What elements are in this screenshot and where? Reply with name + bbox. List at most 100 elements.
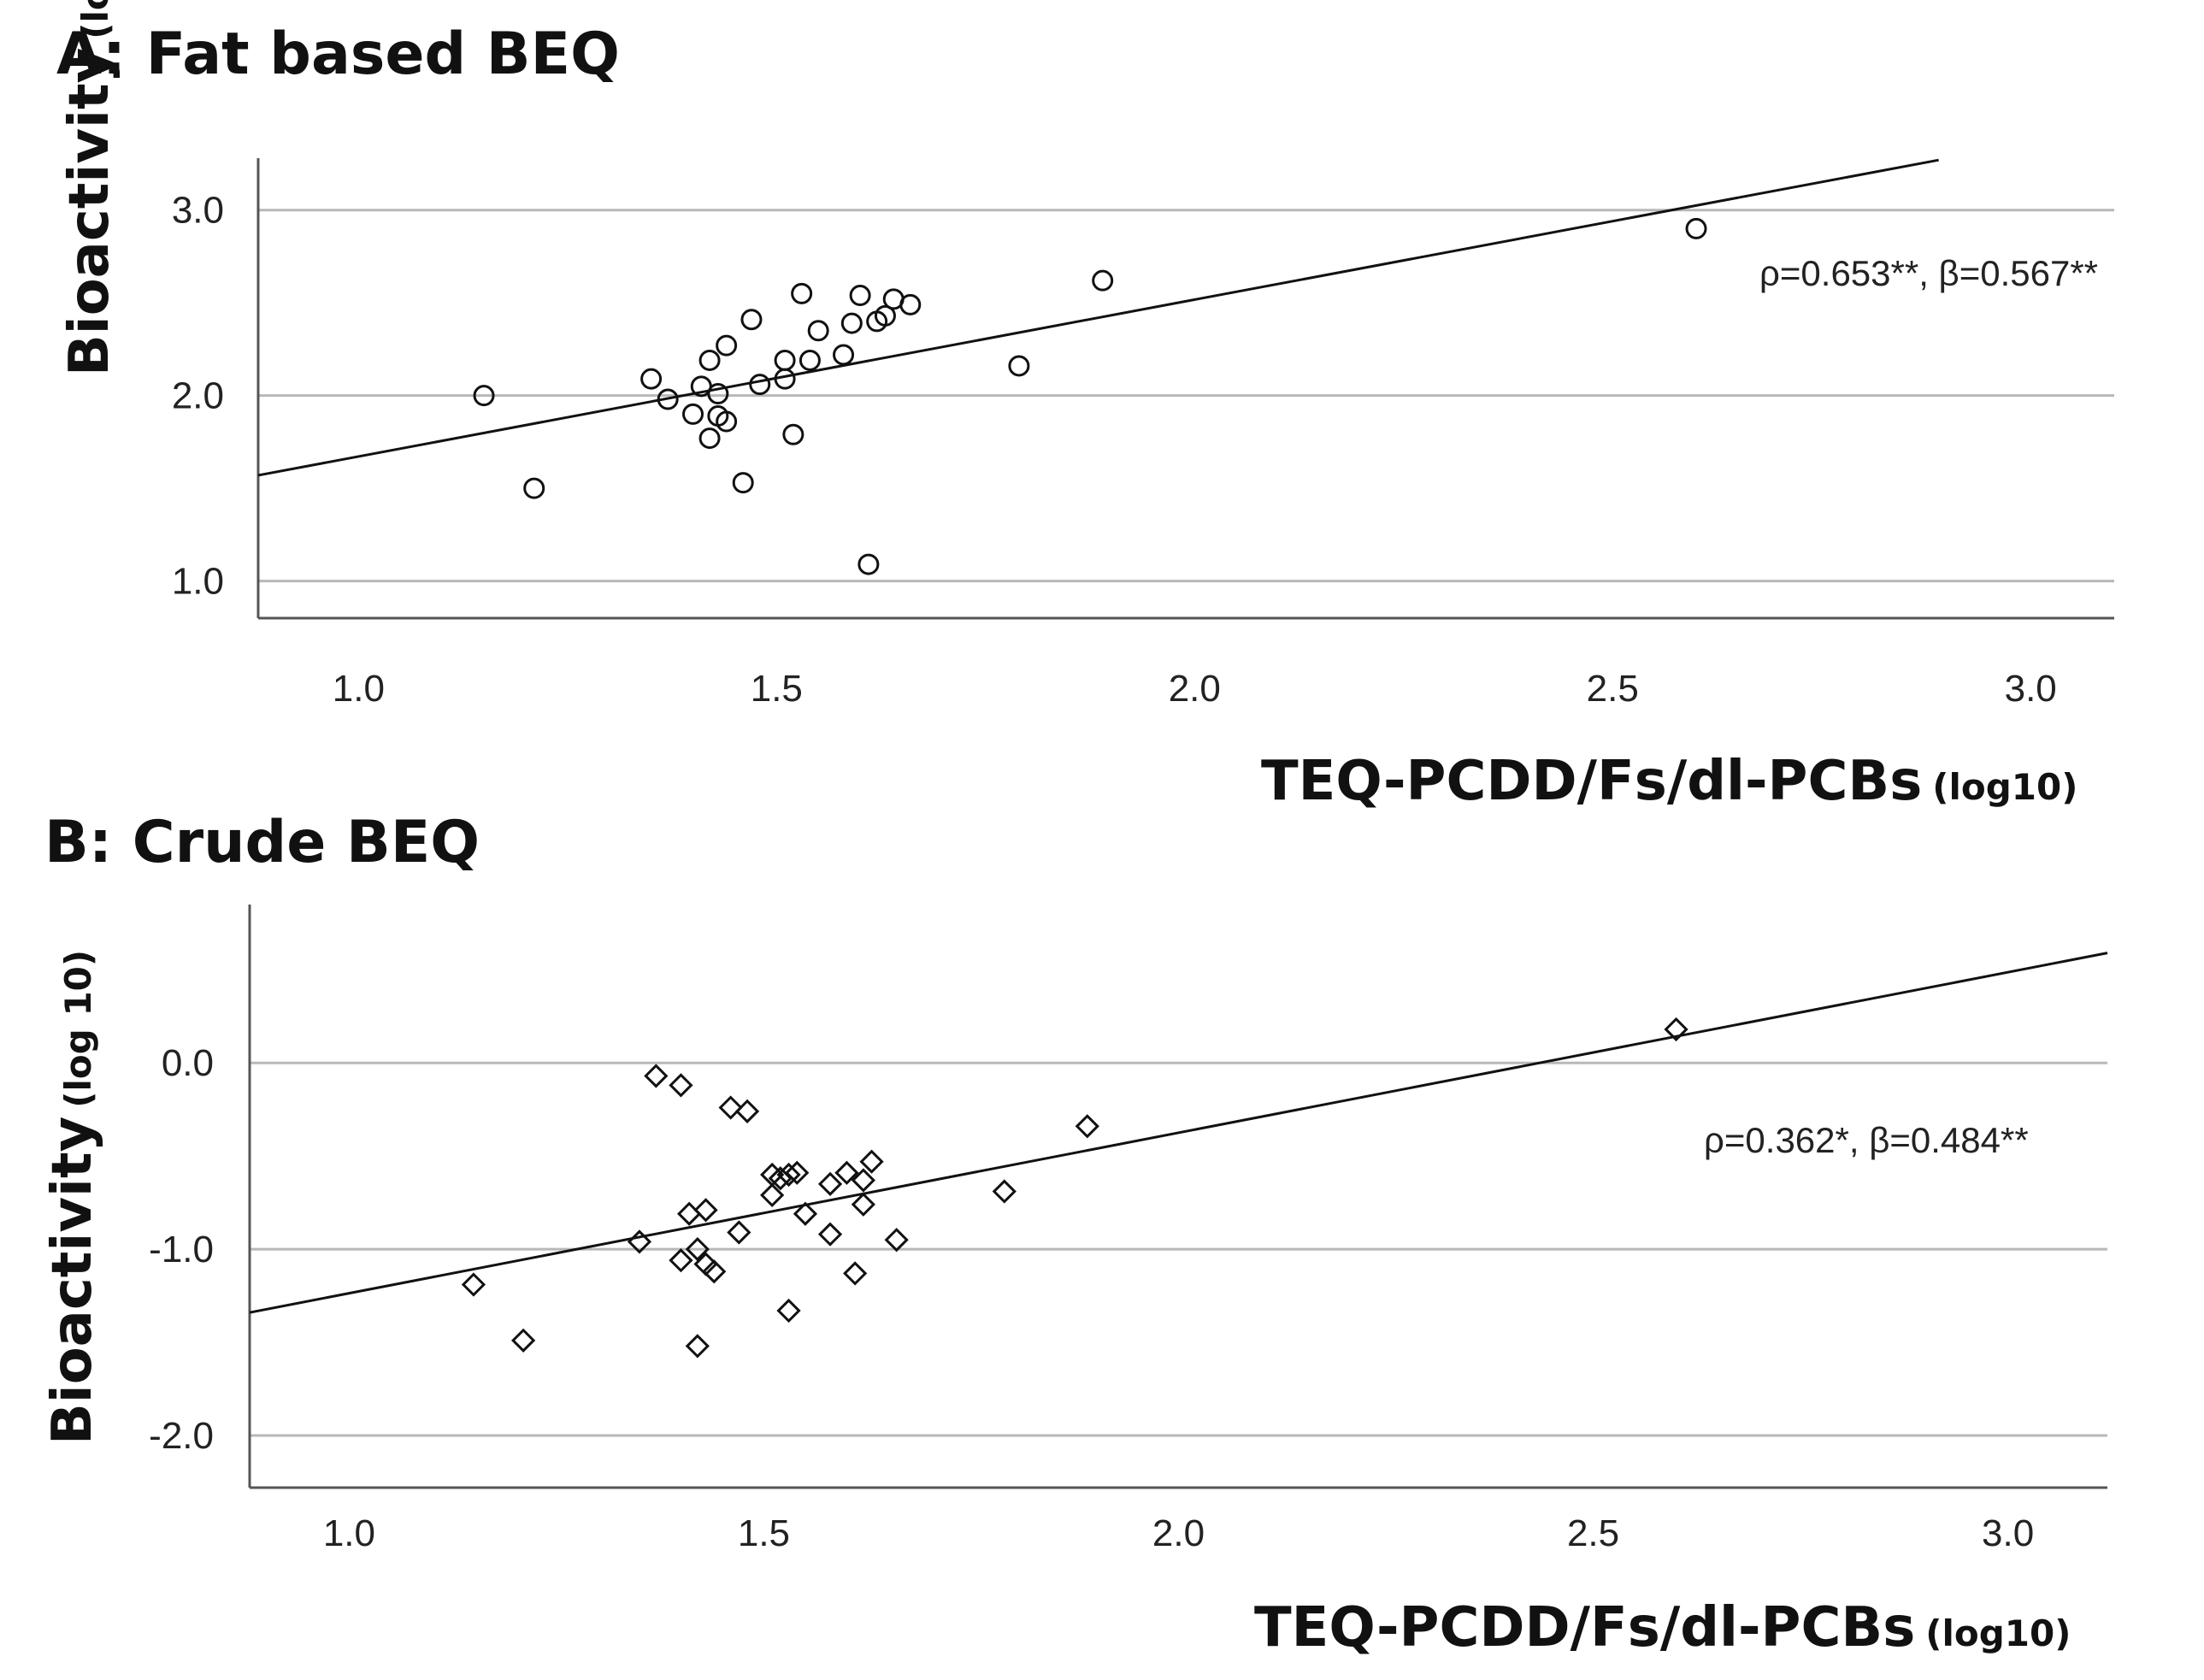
- panel-b-x-axis-label-main: TEQ-PCDD/Fs/dl-PCBs: [1254, 1596, 1915, 1659]
- panel-b-data-point: [859, 1149, 884, 1174]
- panel-a-data-point: [682, 403, 704, 425]
- panel-a-x-tick-label: 1.0: [333, 668, 385, 710]
- panel-a-x-tick-label: 2.0: [1169, 668, 1221, 710]
- panel-a-x-axis-label-main: TEQ-PCDD/Fs/dl-PCBs: [1261, 750, 1922, 813]
- panel-b-data-point: [992, 1179, 1017, 1204]
- panel-a-data-point: [857, 553, 880, 575]
- panel-b-x-tick-label: 1.5: [738, 1512, 790, 1554]
- panel-b-data-point: [776, 1298, 801, 1323]
- panel-a-x-tick-label: 2.5: [1587, 668, 1639, 710]
- panel-a-data-point: [698, 427, 721, 450]
- panel-b-y-tick-label: -2.0: [149, 1415, 214, 1457]
- panel-a-y-axis-label-unit: (log 10): [74, 0, 116, 39]
- panel-a-x-tick-labels: 1.0 1.5 2.0 2.5 3.0: [333, 668, 2057, 710]
- panel-b-y-tick-labels: 0.0 -1.0 -2.0: [149, 1042, 214, 1457]
- panel-b-data-point: [785, 1160, 810, 1185]
- panel-a-y-tick-labels: 1.0 2.0 3.0: [172, 190, 224, 603]
- panel-a-data-point: [749, 374, 771, 396]
- panel-a-data-point: [774, 349, 796, 371]
- panel-b-regression-line: [249, 952, 2108, 1314]
- panel-b-y-axis-label-main: Bioactivity: [41, 1117, 104, 1445]
- panel-b-y-axis-label-unit: (log 10): [57, 950, 99, 1108]
- panel-a: A: Fat based BEQ Bioactivity (log 10) TEQ…: [56, 0, 2114, 813]
- panel-b-points: [461, 1017, 1688, 1359]
- panel-a-data-point: [716, 410, 738, 433]
- panel-b-stats-annotation: ρ=0.362*, β=0.484**: [1704, 1120, 2029, 1160]
- panel-a-data-point: [840, 312, 863, 334]
- panel-b-gridlines: [250, 1061, 2107, 1437]
- panel-a-data-point: [657, 388, 679, 410]
- panel-a-data-point: [716, 334, 738, 357]
- panel-b-data-point: [669, 1248, 693, 1273]
- panel-b-data-point: [511, 1328, 536, 1353]
- panel-b-data-point: [851, 1192, 875, 1217]
- panel-b-data-point: [734, 1099, 760, 1123]
- panel-b-data-point: [1075, 1114, 1099, 1139]
- panel-b-y-tick-label: -1.0: [149, 1229, 214, 1270]
- panel-a-stats-annotation: ρ=0.653**, β=0.567**: [1759, 253, 2098, 293]
- panel-b-x-tick-labels: 1.0 1.5 2.0 2.5 3.0: [323, 1512, 2034, 1554]
- panel-b-data-point: [677, 1201, 702, 1226]
- panel-a-data-point: [473, 385, 495, 407]
- panel-b-data-point: [760, 1182, 785, 1208]
- panel-a-data-point: [849, 285, 871, 307]
- panel-a-y-axis-label-main: Bioactivity: [58, 48, 121, 376]
- panel-a-data-point: [1008, 355, 1030, 377]
- panel-b-x-tick-label: 2.5: [1567, 1512, 1619, 1554]
- panel-b-data-point: [727, 1220, 751, 1245]
- panel-b-data-point: [693, 1198, 718, 1223]
- panel-a-data-point: [807, 320, 829, 342]
- panel-b-data-point: [702, 1259, 727, 1284]
- panel-a-data-point: [774, 368, 796, 390]
- panel-b-data-point: [669, 1073, 693, 1098]
- panel-b-data-point: [685, 1334, 710, 1359]
- panel-b-data-point: [851, 1168, 875, 1193]
- panel-a-data-point: [833, 344, 855, 366]
- panel-a-regression-line: [257, 158, 1939, 477]
- panel-b-x-tick-label: 2.0: [1152, 1512, 1205, 1554]
- panel-a-data-point: [732, 472, 754, 494]
- panel-b-data-point: [776, 1162, 801, 1188]
- panel-b-y-tick-label: 0.0: [162, 1042, 214, 1084]
- panel-a-y-tick-label: 3.0: [172, 190, 224, 232]
- panel-b-y-axis-label: Bioactivity (log 10): [41, 950, 104, 1445]
- panel-b-data-point: [461, 1272, 486, 1297]
- panel-a-data-point: [1685, 217, 1707, 239]
- panel-b-data-point: [817, 1222, 843, 1247]
- panel-a-data-point: [707, 383, 729, 405]
- panel-b-x-axis-label: TEQ-PCDD/Fs/dl-PCBs (log10): [1254, 1596, 2071, 1659]
- panel-b-data-point: [843, 1261, 868, 1286]
- panel-a-data-point: [791, 282, 813, 304]
- panel-b-title: B: Crude BEQ: [44, 809, 480, 876]
- panel-a-data-point: [874, 304, 896, 327]
- panel-a-x-axis-label-unit: (log10): [1932, 766, 2077, 808]
- panel-b-data-point: [627, 1229, 652, 1254]
- panel-b-data-point: [685, 1236, 710, 1262]
- panel-b-data-point: [644, 1064, 669, 1088]
- panel-b-data-point: [718, 1095, 743, 1120]
- panel-a-x-tick-label: 1.5: [751, 668, 803, 710]
- panel-a-data-point: [899, 293, 922, 315]
- panel-a-data-point: [740, 309, 763, 331]
- panel-a-data-point: [799, 349, 821, 371]
- panel-a-gridlines: [258, 209, 2114, 583]
- panel-a-data-point: [782, 423, 804, 445]
- panel-a-data-point: [698, 349, 721, 371]
- panel-b-data-point: [884, 1228, 909, 1253]
- panel-a-data-point: [640, 368, 663, 390]
- panel-a-title: A: Fat based BEQ: [56, 21, 620, 88]
- panel-b-data-point: [834, 1160, 859, 1185]
- panel-a-y-tick-label: 2.0: [172, 375, 224, 417]
- panel-b-x-axis-label-unit: (log10): [1925, 1612, 2071, 1654]
- panel-b-x-tick-label: 1.0: [323, 1512, 375, 1554]
- panel-b: B: Crude BEQ Bioactivity (log 10) TEQ-PCD…: [41, 809, 2108, 1659]
- panel-b-data-point: [793, 1201, 818, 1226]
- panel-a-y-tick-label: 1.0: [172, 561, 224, 603]
- panel-a-x-tick-label: 3.0: [2005, 668, 2057, 710]
- panel-a-data-point: [523, 477, 545, 499]
- panel-b-data-point: [1664, 1017, 1688, 1042]
- panel-a-points: [473, 217, 1707, 575]
- panel-b-data-point: [817, 1171, 843, 1196]
- panel-b-x-tick-label: 3.0: [1982, 1512, 2034, 1554]
